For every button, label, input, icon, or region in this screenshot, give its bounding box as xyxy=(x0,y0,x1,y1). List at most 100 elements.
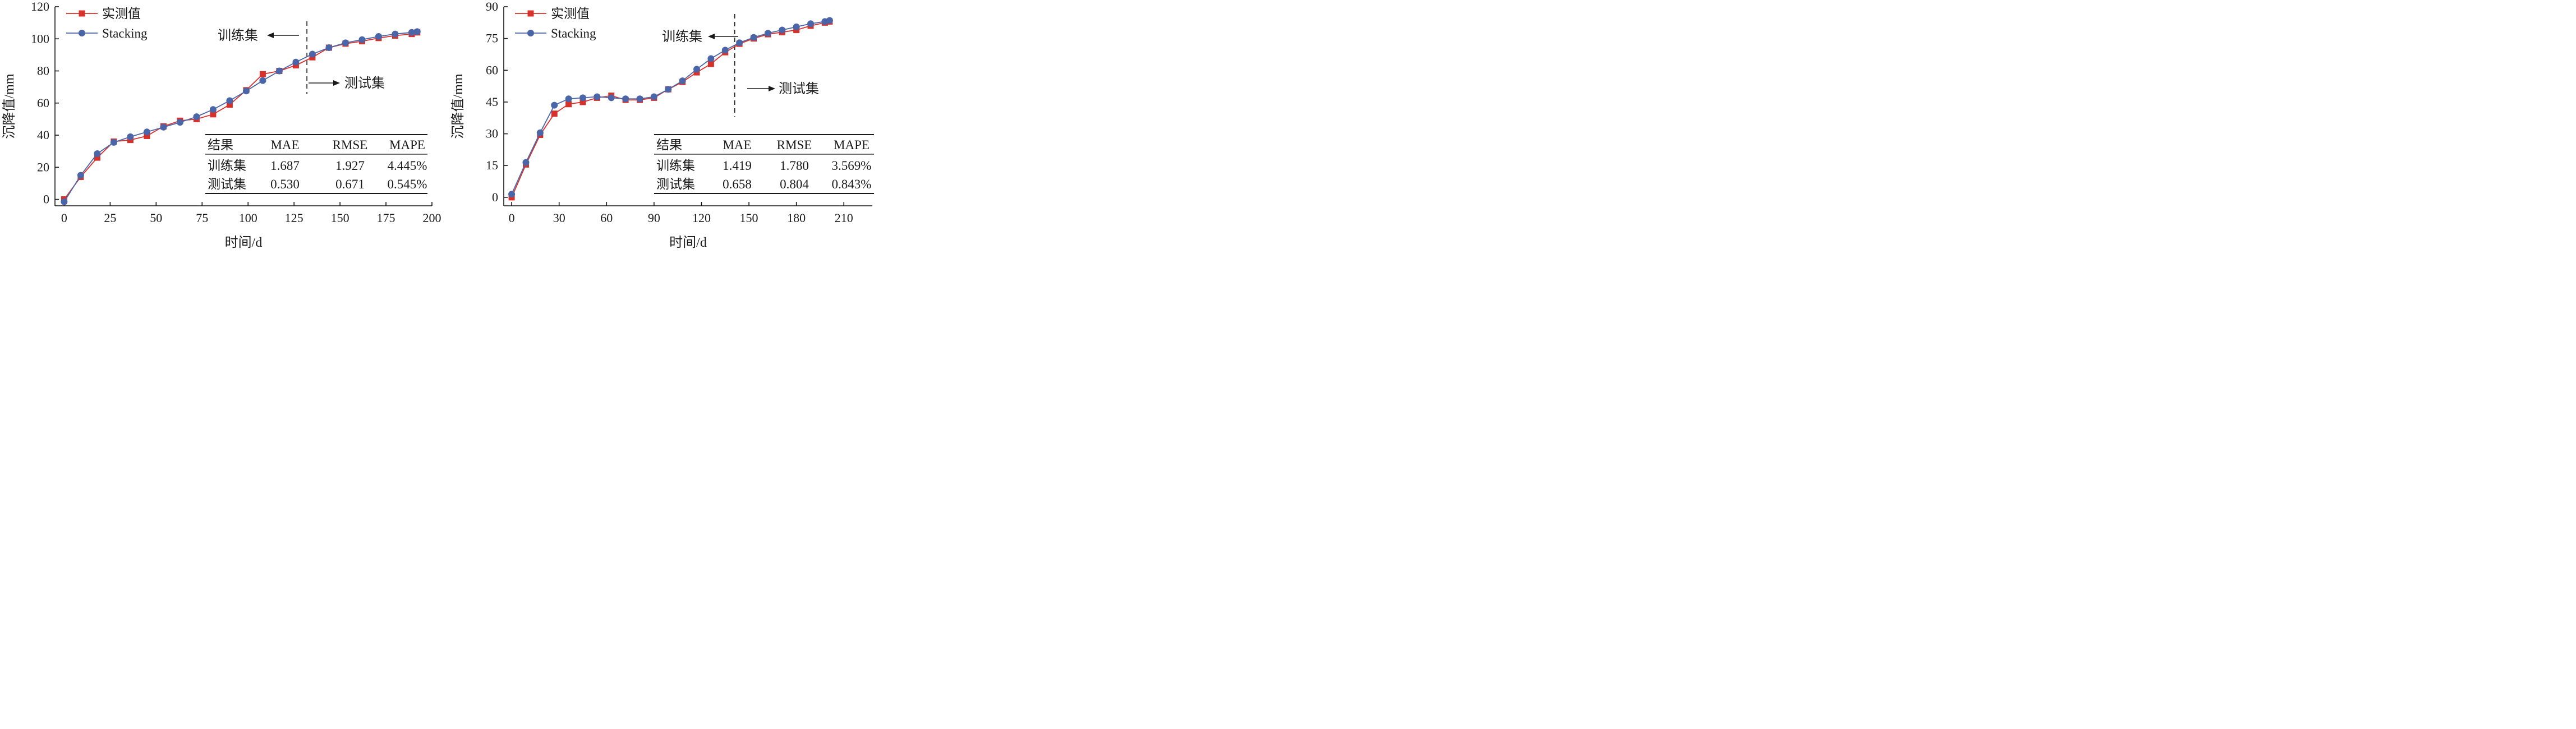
stacking-point xyxy=(565,95,572,103)
stacking-point xyxy=(736,39,743,47)
y-tick-label: 0 xyxy=(43,192,49,206)
stacking-point xyxy=(779,26,786,34)
stacking-point xyxy=(358,36,366,43)
stacking-point xyxy=(242,87,250,95)
measured-point xyxy=(94,154,100,161)
stacking-point xyxy=(127,133,134,140)
table-cell: 3.569% xyxy=(832,159,872,173)
metrics-table: 结果 MAE RMSE MAPE 训练集 1.419 1.780 3.569% 测试集 0.658… xyxy=(654,134,874,194)
legend-circle-marker xyxy=(79,30,85,36)
x-axis-title: 时间/d xyxy=(669,235,707,249)
stacking-point xyxy=(522,159,530,166)
stacking-point xyxy=(176,119,183,126)
table-header-cell: RMSE xyxy=(333,138,368,152)
y-tick-label: 100 xyxy=(31,31,49,45)
stacking-point xyxy=(160,123,167,131)
table-cell: 测试集 xyxy=(656,177,695,191)
table-cell: 测试集 xyxy=(208,177,246,191)
x-tick-label: 180 xyxy=(787,211,806,225)
table-cell: 0.530 xyxy=(270,177,300,191)
legend-circle-marker xyxy=(527,30,534,36)
stacking-point xyxy=(94,150,101,157)
stacking-point xyxy=(77,172,84,179)
stacking-point xyxy=(679,77,686,85)
test-arrow-head xyxy=(769,86,775,91)
test-set-label: 测试集 xyxy=(344,76,385,91)
x-tick-label: 125 xyxy=(285,211,303,225)
y-tick-label: 75 xyxy=(486,31,498,45)
metrics-table: 结果 MAE RMSE MAPE 训练集 1.687 1.927 4.445% 测试集 0.530… xyxy=(205,134,427,194)
table-header-cell: 结果 xyxy=(656,138,682,152)
y-tick-label: 40 xyxy=(37,128,49,142)
stacking-point xyxy=(259,77,266,84)
table-cell: 1.419 xyxy=(723,159,752,173)
table-cell: 0.545% xyxy=(388,177,427,191)
x-tick-label: 25 xyxy=(104,211,116,225)
stacking-point xyxy=(551,101,558,109)
measured-point xyxy=(707,61,714,67)
table-cell: 4.445% xyxy=(388,159,427,173)
test-arrow-head xyxy=(333,80,340,86)
stacking-point xyxy=(793,23,800,30)
y-tick-label: 80 xyxy=(37,64,49,78)
stacking-point xyxy=(375,33,382,40)
table-cell: 训练集 xyxy=(208,159,246,173)
y-tick-label: 15 xyxy=(486,158,498,172)
x-tick-label: 200 xyxy=(423,211,441,225)
stacking-point xyxy=(342,39,349,47)
train-arrow-head xyxy=(708,34,715,39)
stacking-point xyxy=(636,95,643,103)
stacking-point xyxy=(594,93,601,100)
x-tick-label: 60 xyxy=(600,211,613,225)
measured-point xyxy=(259,71,266,77)
legend-label-stacking: Stacking xyxy=(102,26,148,40)
y-tick-label: 30 xyxy=(486,127,498,141)
table-cell: 训练集 xyxy=(656,159,695,173)
stacking-point xyxy=(650,93,657,100)
stacking-point xyxy=(110,139,117,146)
stacking-point xyxy=(193,113,200,121)
x-tick-label: 75 xyxy=(196,211,208,225)
stacking-point xyxy=(143,128,150,136)
y-tick-label: 120 xyxy=(31,0,49,13)
y-tick-label: 60 xyxy=(486,63,498,77)
stacking-point xyxy=(536,129,544,136)
stacking-point xyxy=(226,97,233,104)
chart-panel-1: 0 20 40 60 80 100 120 0 25 50 75 100 125 150 175 200 时间/… xyxy=(2,0,441,249)
stacking-point xyxy=(325,44,333,52)
stacking-point xyxy=(608,94,615,101)
legend-label-measured: 实测值 xyxy=(102,7,141,21)
measured-point xyxy=(579,99,586,105)
stacking-point xyxy=(275,67,283,75)
stacking-point xyxy=(392,30,399,38)
table-header-cell: MAE xyxy=(270,138,299,152)
x-tick-label: 120 xyxy=(692,211,711,225)
legend-square-marker xyxy=(527,10,534,17)
figure-root: 0 20 40 60 80 100 120 0 25 50 75 100 125 150 175 200 时间/… xyxy=(0,0,880,249)
chart-panel-2: 0 15 30 45 60 75 90 0 30 60 90 120 150 180 210 时间/d 沉降值/… xyxy=(450,0,874,249)
table-cell: 0.658 xyxy=(723,177,752,191)
table-header-cell: MAPE xyxy=(389,138,425,152)
x-tick-label: 150 xyxy=(331,211,349,225)
measured-point xyxy=(226,101,233,108)
stacking-point xyxy=(292,58,300,66)
stacking-point xyxy=(209,106,217,113)
stacking-point xyxy=(721,47,729,54)
legend-label-measured: 实测值 xyxy=(551,7,590,21)
measured-series-line xyxy=(63,31,418,200)
x-tick-label: 175 xyxy=(377,211,395,225)
x-tick-label: 100 xyxy=(239,211,257,225)
x-axis-title: 时间/d xyxy=(225,235,263,249)
stacking-point xyxy=(309,50,316,58)
y-tick-label: 60 xyxy=(37,96,49,110)
table-cell: 1.687 xyxy=(270,159,300,173)
y-tick-label: 90 xyxy=(486,0,498,13)
stacking-point xyxy=(764,30,771,37)
x-tick-label: 150 xyxy=(740,211,758,225)
train-set-label: 训练集 xyxy=(662,29,702,44)
stacking-point xyxy=(622,95,629,103)
stacking-point xyxy=(413,28,421,35)
x-tick-label: 90 xyxy=(648,211,660,225)
table-header-cell: MAPE xyxy=(834,138,870,152)
